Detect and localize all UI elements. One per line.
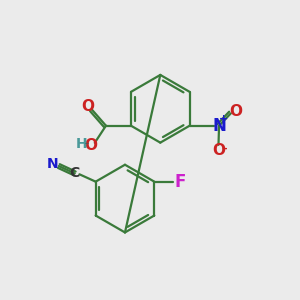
Text: O: O	[230, 104, 243, 119]
Text: –: –	[221, 144, 226, 154]
Text: H: H	[76, 137, 88, 151]
Text: O: O	[84, 138, 97, 153]
Text: O: O	[212, 142, 225, 158]
Text: N: N	[212, 117, 226, 135]
Text: –: –	[84, 139, 88, 148]
Text: F: F	[175, 173, 186, 191]
Text: C: C	[70, 167, 80, 180]
Text: N: N	[47, 157, 59, 171]
Text: +: +	[219, 114, 228, 124]
Text: O: O	[81, 99, 94, 114]
